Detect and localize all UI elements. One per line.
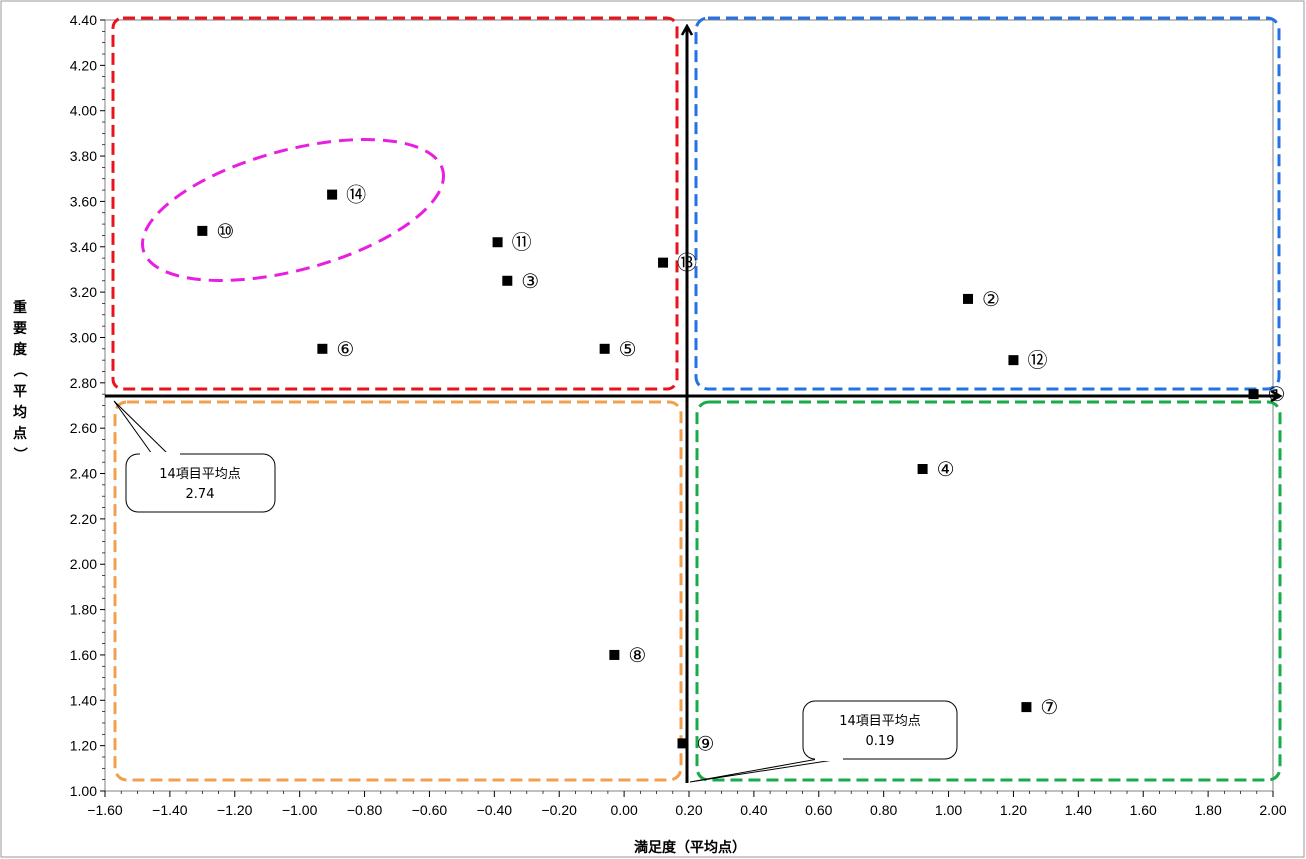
data-point-label: ⑨ [697, 731, 715, 755]
y-tick-label: 1.00 [70, 783, 97, 799]
data-point-label: ⑪ [512, 230, 532, 254]
callout-x-average-line2: 0.19 [866, 734, 895, 749]
x-tick-label: 1.00 [935, 802, 962, 818]
y-tick-label: 1.20 [70, 738, 97, 754]
x-tick-label: 0.80 [870, 802, 897, 818]
y-tick-label: 3.60 [70, 193, 97, 209]
y-axis-ticks: 1.00 1.20 1.40 1.60 1.80 2.00 2.20 2.40 2.60 2.80… [70, 12, 105, 799]
highlight-ellipse [140, 138, 446, 282]
data-point-label: ③ [521, 269, 539, 293]
x-tick-label: −1.00 [282, 802, 318, 818]
y-tick-label: 1.60 [70, 647, 97, 663]
y-tick-label: 3.00 [70, 329, 97, 345]
y-axis-title-char: 重 [13, 299, 27, 316]
callout-y-average-line1: 14項目平均点 [159, 467, 241, 482]
data-point-marker [963, 293, 974, 304]
x-tick-label: 0.60 [805, 802, 832, 818]
x-tick-label: −0.20 [542, 802, 578, 818]
y-axis-title-char: 度 [13, 341, 28, 358]
callout-y-average-line2: 2.74 [186, 487, 215, 502]
x-tick-label: 0.00 [610, 802, 637, 818]
data-point-marker [658, 257, 669, 268]
callout-y-average: 14項目平均点 2.74 [113, 400, 276, 513]
data-point-marker [677, 738, 688, 749]
data-point-marker [492, 237, 503, 248]
callout-x-average: 14項目平均点 0.19 [689, 700, 958, 783]
data-point-label: ⑥ [336, 337, 354, 361]
x-tick-label: 1.60 [1130, 802, 1157, 818]
data-point-marker [502, 275, 513, 286]
y-tick-label: 4.00 [70, 103, 97, 119]
x-tick-label: 1.20 [1000, 802, 1027, 818]
quadrant-boxes [111, 16, 1282, 782]
x-tick-label: 1.40 [1065, 802, 1092, 818]
callout-x-average-line1: 14項目平均点 [839, 714, 921, 729]
data-point-marker [1021, 702, 1032, 713]
y-tick-label: 3.20 [70, 284, 97, 300]
data-point-marker [327, 189, 338, 200]
x-tick-label: 2.00 [1259, 802, 1286, 818]
y-axis-title-char: ） [11, 447, 27, 461]
x-tick-label: −0.80 [347, 802, 383, 818]
data-point-marker [599, 343, 610, 354]
y-tick-label: 2.60 [70, 420, 97, 436]
quadrant-bottom-left [113, 400, 683, 782]
x-tick-label: −1.40 [152, 802, 188, 818]
x-tick-label: 0.20 [675, 802, 702, 818]
y-axis-title-char: 点 [13, 425, 27, 442]
data-point-label: ⑦ [1040, 695, 1058, 719]
data-point-label: ⑧ [628, 643, 646, 667]
y-tick-label: 2.80 [70, 375, 97, 391]
y-axis-title-char: 平 [13, 384, 27, 400]
data-point-label: ① [1268, 382, 1286, 406]
y-axis-title: 重要度 （ 平均点 ） [11, 299, 28, 461]
y-tick-label: 3.40 [70, 239, 97, 255]
data-point-marker [1248, 389, 1259, 400]
x-tick-label: 1.80 [1194, 802, 1221, 818]
x-axis-ticks: −1.60 −1.40 −1.20 −1.00 −0.80 −0.60 −0.40 −0.20… [87, 791, 1287, 818]
data-point-label: ⑤ [619, 337, 637, 361]
data-point-marker [609, 649, 620, 660]
quadrant-top-left [111, 16, 679, 391]
quadrant-bottom-right [695, 400, 1282, 782]
x-tick-label: −0.60 [412, 802, 448, 818]
y-tick-label: 2.00 [70, 556, 97, 572]
y-tick-label: 1.80 [70, 602, 97, 618]
y-axis-title-char: 均 [13, 404, 27, 421]
data-point-marker [917, 463, 928, 474]
data-point-label: ⑩ [216, 219, 234, 243]
y-axis-title-char: （ [11, 363, 27, 377]
y-axis-title-char: 要 [13, 321, 27, 337]
data-points: ① ② ③ ④ ⑤ ⑥ ⑦ ⑧ ⑨ ⑩ ⑪ ⑫ ⑬ ⑭ [197, 183, 1286, 755]
y-tick-label: 4.20 [70, 57, 97, 73]
y-tick-label: 2.40 [70, 466, 97, 482]
x-axis-title: 満足度（平均点） [634, 839, 746, 856]
data-point-label: ⑭ [346, 183, 366, 207]
y-tick-label: 4.40 [70, 12, 97, 28]
data-point-marker [1008, 355, 1019, 366]
data-point-label: ⑫ [1027, 348, 1047, 372]
x-tick-label: −1.60 [87, 802, 123, 818]
x-tick-label: 0.40 [740, 802, 767, 818]
x-tick-label: −1.20 [217, 802, 253, 818]
y-tick-label: 2.20 [70, 511, 97, 527]
data-point-marker [317, 343, 328, 354]
data-point-label: ④ [937, 457, 955, 481]
y-tick-label: 1.40 [70, 692, 97, 708]
data-point-marker [197, 225, 208, 236]
x-tick-label: −0.40 [477, 802, 513, 818]
data-point-label: ② [982, 287, 1000, 311]
y-tick-label: 3.80 [70, 148, 97, 164]
data-point-label: ⑬ [677, 251, 697, 275]
quadrant-top-right [694, 16, 1281, 391]
